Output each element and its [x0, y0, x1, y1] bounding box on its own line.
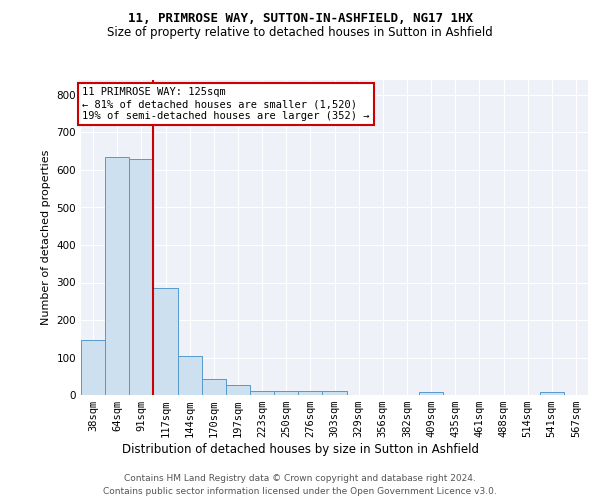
Bar — [250, 390, 274, 395]
Bar — [274, 390, 298, 395]
Bar — [226, 384, 250, 395]
Bar — [105, 157, 129, 395]
Bar — [154, 288, 178, 395]
Bar — [202, 379, 226, 395]
Bar — [298, 391, 322, 395]
Text: 11, PRIMROSE WAY, SUTTON-IN-ASHFIELD, NG17 1HX: 11, PRIMROSE WAY, SUTTON-IN-ASHFIELD, NG… — [128, 12, 473, 26]
Text: Size of property relative to detached houses in Sutton in Ashfield: Size of property relative to detached ho… — [107, 26, 493, 39]
Bar — [540, 392, 564, 395]
Bar — [178, 356, 202, 395]
Bar — [322, 391, 347, 395]
Text: 11 PRIMROSE WAY: 125sqm
← 81% of detached houses are smaller (1,520)
19% of semi: 11 PRIMROSE WAY: 125sqm ← 81% of detache… — [82, 88, 370, 120]
Bar — [419, 392, 443, 395]
Bar — [129, 160, 154, 395]
Text: Contains public sector information licensed under the Open Government Licence v3: Contains public sector information licen… — [103, 488, 497, 496]
Text: Contains HM Land Registry data © Crown copyright and database right 2024.: Contains HM Land Registry data © Crown c… — [124, 474, 476, 483]
Bar — [81, 340, 105, 395]
Y-axis label: Number of detached properties: Number of detached properties — [41, 150, 51, 325]
Text: Distribution of detached houses by size in Sutton in Ashfield: Distribution of detached houses by size … — [121, 442, 479, 456]
